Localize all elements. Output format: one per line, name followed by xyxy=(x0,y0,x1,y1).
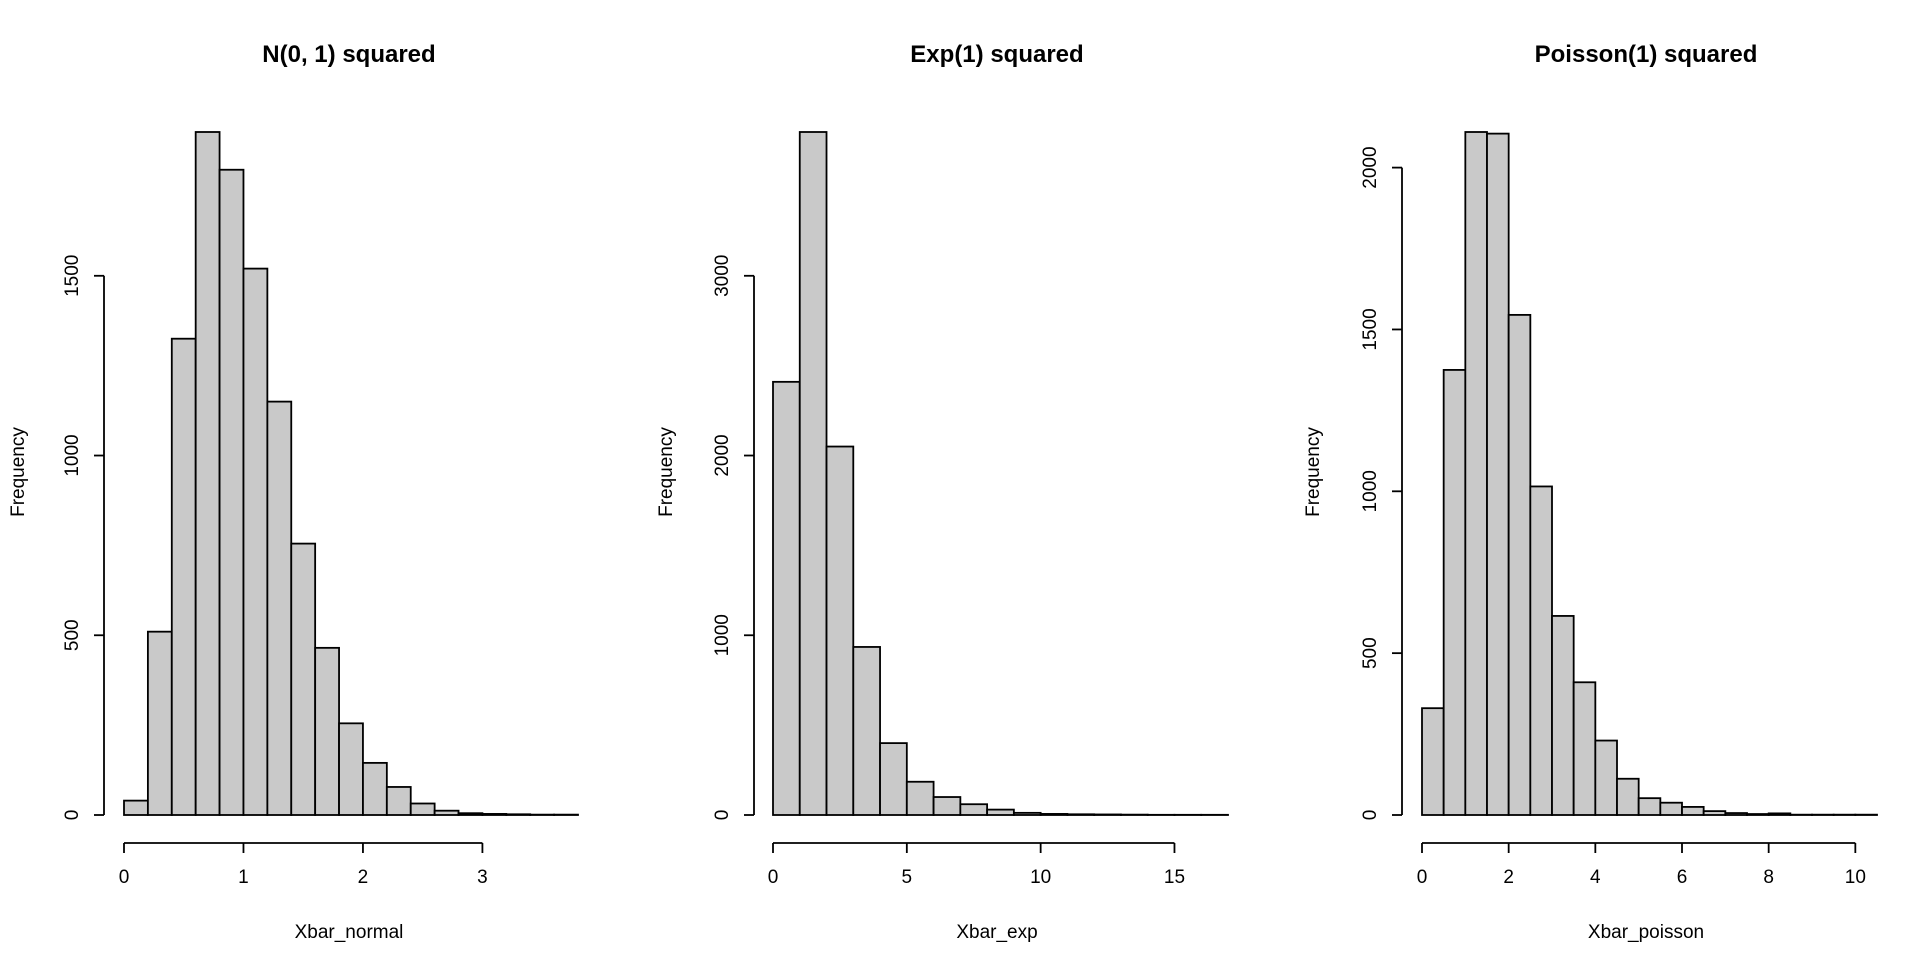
histogram-bar xyxy=(242,267,269,816)
y-axis-label: Frequency xyxy=(8,427,29,517)
y-axis-label: Frequency xyxy=(1303,427,1324,517)
histogram-bar xyxy=(1507,313,1532,816)
histogram-bar xyxy=(1066,813,1096,816)
x-axis-label: Xbar_exp xyxy=(956,922,1037,943)
histogram-bar xyxy=(290,542,317,816)
histogram-bar xyxy=(505,813,532,816)
bars xyxy=(123,131,579,816)
y-axis: 0 1000 2000 3000 xyxy=(712,255,755,821)
histogram-bar xyxy=(986,808,1015,816)
panel-normal: N(0, 1) squared Xbar_normal Frequency 0 1… xyxy=(8,41,579,943)
x-tick-label: 10 xyxy=(1030,867,1051,888)
y-tick-label: 2000 xyxy=(712,434,733,476)
y-tick-label: 1500 xyxy=(1360,308,1381,350)
histogram-bar xyxy=(1702,810,1727,816)
histogram-bar xyxy=(1486,132,1510,816)
histogram-bar xyxy=(1616,777,1640,816)
histogram-bar xyxy=(338,722,364,816)
histogram-bar xyxy=(825,445,855,816)
x-tick-label: 15 xyxy=(1164,867,1185,888)
bars xyxy=(1421,131,1878,816)
y-axis: 0 500 1000 1500 2000 xyxy=(1360,146,1403,821)
y-axis: 0 500 1000 1500 xyxy=(62,255,105,821)
histogram-bar xyxy=(1551,615,1575,816)
histogram-bar xyxy=(1746,813,1770,816)
histogram-bar xyxy=(959,803,989,816)
x-axis-label: Xbar_poisson xyxy=(1588,922,1704,943)
histogram-bar xyxy=(1681,806,1705,816)
histogram-bar xyxy=(218,168,245,816)
histogram-bar xyxy=(362,761,388,816)
x-axis-label: Xbar_normal xyxy=(295,922,404,943)
panel-exp: Exp(1) squared Xbar_exp Frequency 0 5 10 15… xyxy=(656,41,1229,943)
panel-poisson: Poisson(1) squared Xbar_poisson Frequenc… xyxy=(1303,41,1878,943)
histogram-bar xyxy=(1012,811,1042,816)
y-tick-label: 0 xyxy=(62,810,83,821)
x-tick-label: 3 xyxy=(477,867,488,888)
histogram-bar xyxy=(1093,813,1122,816)
histogram-bar xyxy=(266,400,293,816)
histogram-bar xyxy=(798,131,828,816)
histogram-bar xyxy=(481,813,508,816)
x-tick-label: 5 xyxy=(902,867,913,888)
x-tick-label: 6 xyxy=(1677,867,1688,888)
x-tick-label: 2 xyxy=(358,867,369,888)
y-tick-label: 500 xyxy=(1360,637,1381,669)
histogram-bar xyxy=(146,630,173,816)
y-tick-label: 3000 xyxy=(712,255,733,297)
x-axis: 0 2 4 6 8 10 xyxy=(1417,842,1866,888)
y-tick-label: 1500 xyxy=(62,255,83,297)
x-axis: 0 1 2 3 xyxy=(119,842,488,888)
histogram-bar xyxy=(1464,131,1488,816)
x-tick-label: 1 xyxy=(238,867,249,888)
histogram-bar xyxy=(1572,681,1597,816)
x-tick-label: 0 xyxy=(1417,867,1428,888)
histogram-bar xyxy=(1637,797,1662,816)
panel-title: Poisson(1) squared xyxy=(1535,41,1758,68)
histogram-bar xyxy=(772,380,801,816)
histogram-bar xyxy=(1442,369,1467,816)
histogram-bar xyxy=(1767,812,1792,816)
y-tick-label: 1000 xyxy=(62,434,83,476)
histogram-bar xyxy=(1039,813,1069,816)
y-tick-label: 500 xyxy=(62,619,83,651)
histogram-bar xyxy=(879,742,908,816)
x-tick-label: 10 xyxy=(1845,867,1866,888)
x-tick-label: 2 xyxy=(1503,867,1514,888)
y-tick-label: 1000 xyxy=(1360,470,1381,512)
x-tick-label: 0 xyxy=(119,867,130,888)
x-tick-label: 4 xyxy=(1590,867,1601,888)
y-tick-label: 2000 xyxy=(1360,146,1381,188)
bars xyxy=(772,131,1229,816)
x-tick-label: 0 xyxy=(768,867,779,888)
histogram-bar xyxy=(1724,812,1748,816)
histogram-bar xyxy=(194,131,221,816)
histogram-bar xyxy=(932,796,962,816)
histogram-bar xyxy=(457,812,484,816)
x-tick-label: 8 xyxy=(1763,867,1774,888)
histogram-bar xyxy=(170,337,197,816)
histogram-bar xyxy=(1594,739,1618,816)
histogram-bar xyxy=(905,780,935,816)
histogram-bar xyxy=(385,786,412,816)
x-axis: 0 5 10 15 xyxy=(768,842,1185,888)
panel-title: N(0, 1) squared xyxy=(262,41,435,68)
y-tick-label: 1000 xyxy=(712,614,733,656)
histogram-bar xyxy=(123,799,149,816)
y-tick-label: 0 xyxy=(1360,810,1381,821)
histogram-bar xyxy=(409,802,436,816)
histogram-bar xyxy=(1421,707,1445,816)
panel-title: Exp(1) squared xyxy=(910,41,1083,68)
histogram-bar xyxy=(852,646,881,816)
histogram-bar xyxy=(314,646,340,816)
y-tick-label: 0 xyxy=(712,810,733,821)
histogram-bar xyxy=(1529,485,1553,816)
histogram-bar xyxy=(1659,801,1683,816)
histogram-bar xyxy=(433,809,460,816)
y-axis-label: Frequency xyxy=(656,427,677,517)
